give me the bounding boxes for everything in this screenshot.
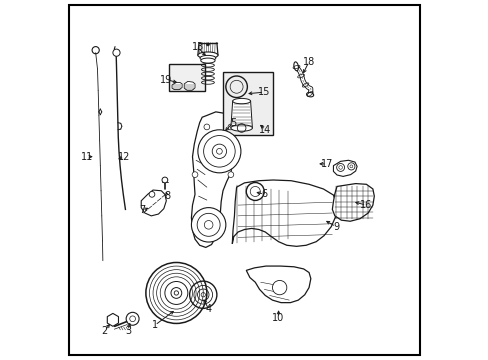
Circle shape xyxy=(203,124,209,130)
Polygon shape xyxy=(230,101,252,128)
Text: 4: 4 xyxy=(205,304,211,314)
Bar xyxy=(223,72,273,135)
Ellipse shape xyxy=(198,52,218,58)
Text: 5: 5 xyxy=(229,118,236,128)
Polygon shape xyxy=(332,184,373,221)
Polygon shape xyxy=(141,190,166,216)
Text: 12: 12 xyxy=(118,152,130,162)
Text: 3: 3 xyxy=(124,325,131,336)
Text: 14: 14 xyxy=(259,125,271,135)
Circle shape xyxy=(347,163,354,170)
Polygon shape xyxy=(191,112,234,247)
Text: 13: 13 xyxy=(191,42,203,52)
Text: 11: 11 xyxy=(81,152,93,162)
Ellipse shape xyxy=(293,62,298,71)
Polygon shape xyxy=(172,82,182,90)
Circle shape xyxy=(272,280,286,295)
Text: 18: 18 xyxy=(302,57,315,67)
Circle shape xyxy=(227,124,233,130)
Text: 16: 16 xyxy=(360,200,372,210)
Polygon shape xyxy=(246,266,310,303)
Text: 2: 2 xyxy=(102,325,107,336)
Ellipse shape xyxy=(232,98,250,104)
Circle shape xyxy=(227,172,233,177)
Circle shape xyxy=(198,130,241,173)
Ellipse shape xyxy=(306,93,313,97)
Circle shape xyxy=(206,43,209,46)
Circle shape xyxy=(225,76,247,98)
Ellipse shape xyxy=(201,58,215,63)
Circle shape xyxy=(162,177,167,183)
Ellipse shape xyxy=(230,125,252,131)
Polygon shape xyxy=(232,180,336,246)
Text: 17: 17 xyxy=(320,159,332,169)
Circle shape xyxy=(113,49,120,56)
Polygon shape xyxy=(333,160,356,176)
Text: 6: 6 xyxy=(261,189,267,199)
Polygon shape xyxy=(107,314,118,326)
Circle shape xyxy=(336,163,344,171)
Circle shape xyxy=(192,172,198,177)
Polygon shape xyxy=(184,81,195,90)
Text: 1: 1 xyxy=(151,320,158,330)
Text: 7: 7 xyxy=(139,206,145,216)
Circle shape xyxy=(149,192,155,197)
Bar xyxy=(169,64,204,91)
Text: 15: 15 xyxy=(258,87,270,97)
Text: 19: 19 xyxy=(160,75,172,85)
Circle shape xyxy=(246,183,264,201)
Text: 9: 9 xyxy=(332,222,338,231)
Text: 8: 8 xyxy=(164,191,170,201)
Ellipse shape xyxy=(200,55,215,61)
Text: 10: 10 xyxy=(272,313,284,323)
Circle shape xyxy=(191,208,225,242)
